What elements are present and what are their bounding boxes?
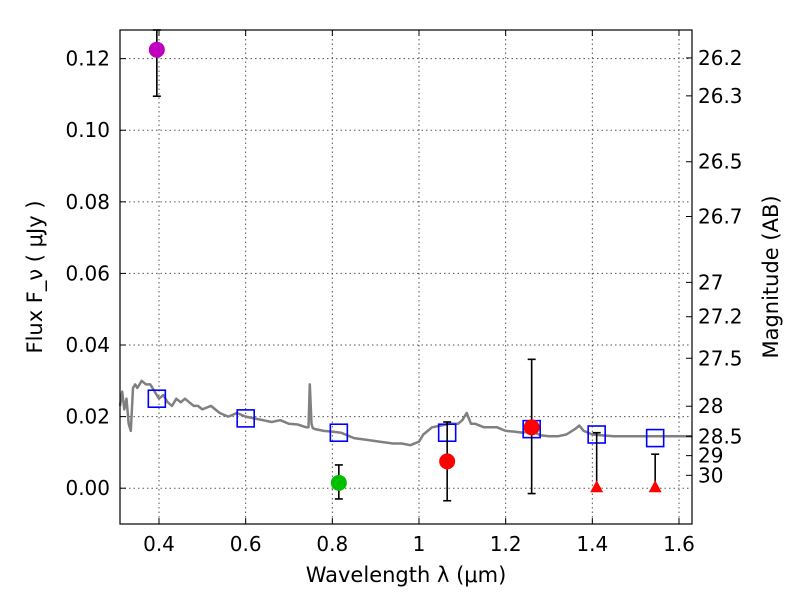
- y2-tick-label: 27.5: [698, 346, 743, 370]
- upper-limit-marker: [648, 480, 662, 493]
- grid: [120, 30, 692, 524]
- y-tick-label: 0.02: [65, 405, 110, 429]
- y2-tick-label: 27.2: [698, 305, 743, 329]
- y2-tick-label: 28: [698, 394, 723, 418]
- y2-tick-label: 26.5: [698, 150, 743, 174]
- y-axis-title: Flux F_ν ( μJy ): [23, 200, 48, 353]
- data-point-marker: [330, 474, 347, 491]
- y-tick-label: 0.10: [65, 118, 110, 142]
- model-point-marker: [147, 389, 167, 409]
- x-tick-label: 0.8: [316, 532, 348, 556]
- ticks: 0.4 0.6 0.8 1 1.2 1.4 1.6 0.00 0.02 0.04 0.06 0.08 0…: [65, 30, 743, 556]
- model-point-marker: [329, 423, 349, 443]
- data-point-marker: [439, 453, 456, 470]
- y2-axis-title: Magnitude (AB): [759, 195, 783, 358]
- y2-tick-label: 26.3: [698, 84, 743, 108]
- data-point-marker: [148, 41, 165, 58]
- model-point-marker: [645, 428, 665, 448]
- data-point-marker: [523, 419, 540, 436]
- x-tick-label: 1.4: [576, 532, 608, 556]
- y2-tick-label: 26.2: [698, 46, 743, 70]
- y2-tick-label: 30: [698, 463, 723, 487]
- y-tick-label: 0.00: [65, 476, 110, 500]
- plot-frame: [119, 29, 693, 525]
- y-tick-label: 0.12: [65, 47, 110, 71]
- upper-limit-marker: [590, 480, 604, 493]
- y-tick-label: 0.04: [65, 333, 110, 357]
- y2-tick-label: 27: [698, 270, 723, 294]
- x-tick-label: 1.6: [663, 532, 695, 556]
- plot-area: [118, 29, 692, 502]
- y2-tick-label: 26.7: [698, 205, 743, 229]
- model-point-marker: [236, 409, 255, 428]
- x-tick-label: 0.4: [143, 532, 175, 556]
- y-tick-label: 0.06: [65, 261, 110, 285]
- x-axis-title: Wavelength λ (μm): [306, 563, 507, 587]
- y-tick-label: 0.08: [65, 190, 110, 214]
- y2-tick-label: 29: [698, 444, 723, 468]
- y2-tick-label: 28.5: [698, 424, 743, 448]
- x-tick-label: 1.2: [490, 532, 522, 556]
- x-tick-label: 1: [413, 532, 426, 556]
- x-tick-label: 0.6: [230, 532, 262, 556]
